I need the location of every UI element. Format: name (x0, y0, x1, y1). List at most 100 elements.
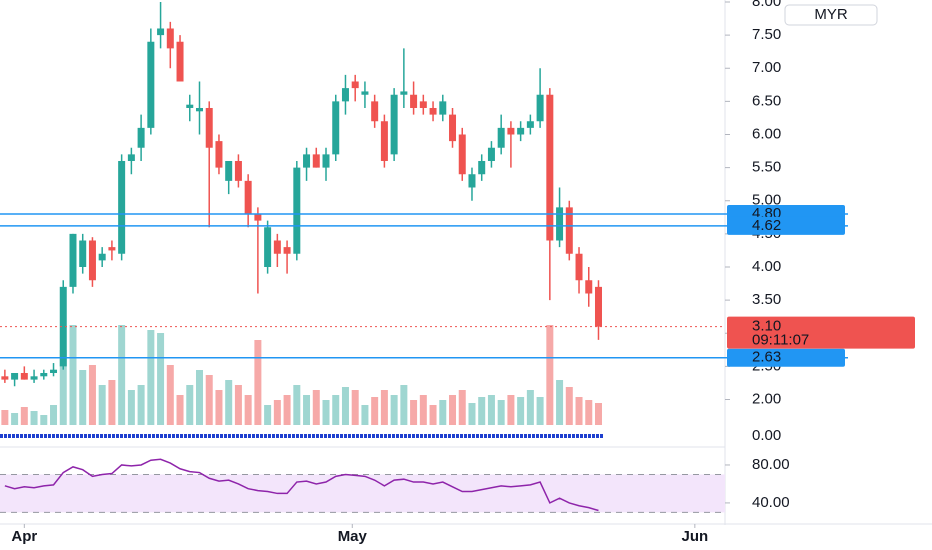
candle-body (497, 127, 505, 148)
volume-bar (234, 385, 242, 425)
volume-bar (127, 390, 135, 425)
volume-bar (575, 397, 583, 425)
candle-body (585, 280, 593, 294)
candle-body (487, 147, 495, 161)
candle-body (108, 247, 116, 251)
candle-body (50, 369, 58, 373)
y-tick-label: 6.50 (752, 92, 781, 109)
volume-bar (507, 395, 515, 425)
volume-bar (536, 397, 544, 425)
candle-body (79, 240, 87, 267)
currency[interactable]: MYR (814, 6, 848, 23)
level-label: 2.63 (752, 349, 781, 366)
candle-body (341, 88, 349, 102)
candle-body (11, 372, 19, 380)
candle-body (234, 160, 242, 181)
volume-bar (137, 385, 145, 425)
volume-bar (390, 395, 398, 425)
candle-body (449, 114, 457, 142)
volume-bar (556, 380, 564, 425)
last-price-label: 3.10 (752, 318, 781, 335)
volume-bar (50, 405, 58, 425)
candle-body (98, 253, 106, 261)
candle-body (410, 94, 418, 108)
candle-body (88, 240, 96, 281)
currency-box[interactable] (784, 4, 878, 26)
y-tick-label: 8.00 (752, 0, 781, 10)
volume-bar (565, 387, 573, 425)
candle-body (254, 213, 262, 221)
volume-bar (303, 395, 311, 425)
candle-body (458, 134, 466, 175)
volume-bar (439, 400, 447, 425)
candle-body (147, 41, 155, 128)
candle-body (225, 160, 233, 181)
candle-body (215, 141, 223, 168)
volume-bar (594, 403, 602, 425)
candle-body (390, 94, 398, 155)
candle-body (118, 160, 126, 254)
volume-bar (69, 325, 77, 425)
volume-bar (166, 365, 174, 425)
candle-body (400, 91, 408, 95)
volume-bar (11, 413, 19, 425)
volume-bar (59, 350, 67, 425)
volume-bar (400, 385, 408, 425)
candle-body (468, 174, 476, 188)
volume-bar (244, 395, 252, 425)
volume-bar (254, 340, 262, 425)
candle-body (517, 127, 525, 135)
volume-bar (98, 385, 106, 425)
volume-bar (225, 380, 233, 425)
candle-body (351, 81, 359, 89)
last-price-box (727, 316, 915, 349)
volume-bar (526, 390, 534, 425)
volume-bar (419, 395, 427, 425)
candle-body (478, 160, 486, 175)
x-tick-label: May (338, 528, 368, 545)
candle-body (332, 101, 340, 155)
x-tick-label: Apr (11, 528, 37, 545)
volume-bar (147, 330, 155, 425)
candle-body (127, 154, 135, 161)
x-tick-label: Jun (681, 528, 708, 545)
rsi-tick-label: 80.00 (752, 456, 790, 473)
volume-bar (322, 400, 330, 425)
volume-bar (215, 390, 223, 425)
volume-bar (176, 395, 184, 425)
y-tick-label: 5.00 (752, 192, 781, 209)
y-tick-label: 4.00 (752, 258, 781, 275)
candle-body (186, 104, 194, 108)
volume-bar (30, 411, 38, 425)
candle-body (594, 286, 602, 327)
candle-body (264, 227, 272, 267)
level-box (727, 348, 845, 367)
candle-body (157, 28, 165, 36)
volume-bar (429, 405, 437, 425)
volume-bar (40, 415, 48, 425)
candle-body (195, 107, 203, 112)
candle-body (303, 154, 311, 168)
candle-body (439, 101, 447, 115)
y-tick-label: 2.00 (752, 390, 781, 407)
y-tick-label: 5.50 (752, 159, 781, 176)
volume-bar (264, 405, 272, 425)
volume-bar (79, 370, 87, 425)
candle-body (20, 372, 28, 380)
candle-body (536, 94, 544, 122)
candle-body (137, 127, 145, 148)
candle-body (40, 372, 48, 377)
candle-body (565, 207, 573, 254)
candle-body (273, 240, 281, 254)
volume-bar (273, 400, 281, 425)
candle-body (419, 101, 427, 108)
candle-body (166, 28, 174, 49)
volume-bar (186, 385, 194, 425)
candle-body (293, 167, 301, 254)
volume-bar (361, 405, 369, 425)
level-label: 4.62 (752, 217, 781, 234)
candle-body (59, 286, 67, 367)
volume-bar (157, 333, 165, 425)
candle-body (69, 233, 77, 287)
